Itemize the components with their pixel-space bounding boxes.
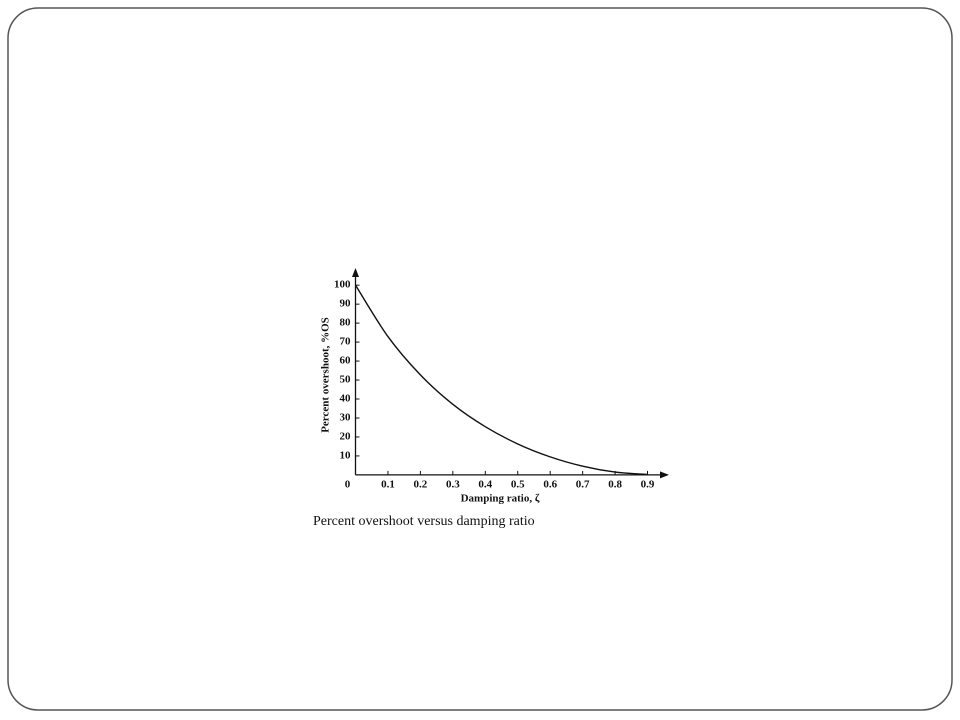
y-axis-label: Percent overshoot, %OS: [320, 317, 332, 433]
x-tick-label: 0.1: [381, 478, 395, 490]
y-tick-label: 10: [340, 449, 352, 461]
x-axis-label: Damping ratio, ζ: [461, 493, 540, 505]
y-tick-label: 40: [340, 393, 352, 405]
y-tick-label: 50: [340, 374, 352, 386]
x-axis-arrow: [660, 471, 669, 479]
caption: Percent overshoot versus damping ratio: [313, 514, 535, 529]
slide-frame: [7, 7, 953, 711]
y-tick-label: 80: [340, 317, 352, 329]
y-tick-label: 90: [340, 298, 352, 310]
x-tick-label: 0.3: [446, 478, 460, 490]
x-tick-label: 0.9: [641, 478, 655, 490]
x-tick-label: 0.4: [478, 478, 492, 490]
y-axis-arrow: [352, 268, 359, 277]
curve: [354, 284, 648, 476]
y-tick-label: 20: [340, 430, 352, 442]
y-tick-label: 70: [340, 336, 352, 348]
x-tick-label: 0.6: [543, 478, 557, 490]
x-tick-label: 0: [345, 478, 351, 490]
x-tick-label: 0.8: [608, 478, 622, 490]
y-tick-label: 60: [340, 355, 352, 367]
y-tick-label: 30: [340, 412, 352, 424]
x-tick-label: 0.5: [511, 478, 525, 490]
x-tick-label: 0.2: [414, 478, 428, 490]
x-tick-label: 0.7: [576, 478, 590, 490]
y-tick-label: 100: [334, 279, 351, 291]
